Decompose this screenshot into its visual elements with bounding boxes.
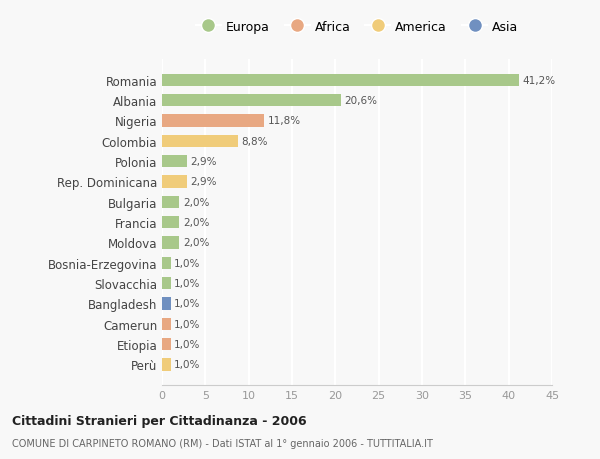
Text: 1,0%: 1,0% [174, 258, 200, 268]
Text: 1,0%: 1,0% [174, 339, 200, 349]
Bar [162, 95, 341, 107]
Text: 1,0%: 1,0% [174, 360, 200, 369]
Text: 1,0%: 1,0% [174, 319, 200, 329]
Bar [162, 156, 187, 168]
Bar [162, 318, 170, 330]
Text: 8,8%: 8,8% [242, 136, 268, 146]
Bar [162, 135, 238, 147]
Text: 1,0%: 1,0% [174, 299, 200, 309]
Bar [162, 338, 170, 351]
Text: 2,9%: 2,9% [191, 157, 217, 167]
Text: 2,9%: 2,9% [191, 177, 217, 187]
Bar [162, 358, 170, 371]
Legend: Europa, Africa, America, Asia: Europa, Africa, America, Asia [192, 17, 522, 38]
Text: COMUNE DI CARPINETO ROMANO (RM) - Dati ISTAT al 1° gennaio 2006 - TUTTITALIA.IT: COMUNE DI CARPINETO ROMANO (RM) - Dati I… [12, 438, 433, 448]
Text: 11,8%: 11,8% [268, 116, 301, 126]
Bar [162, 298, 170, 310]
Bar [162, 176, 187, 188]
Text: Cittadini Stranieri per Cittadinanza - 2006: Cittadini Stranieri per Cittadinanza - 2… [12, 414, 307, 428]
Text: 2,0%: 2,0% [183, 218, 209, 228]
Bar [162, 277, 170, 290]
Bar [162, 217, 179, 229]
Text: 2,0%: 2,0% [183, 238, 209, 248]
Text: 1,0%: 1,0% [174, 279, 200, 288]
Bar [162, 115, 264, 127]
Text: 20,6%: 20,6% [344, 96, 377, 106]
Bar [162, 257, 170, 269]
Text: 41,2%: 41,2% [523, 76, 556, 85]
Bar [162, 74, 519, 87]
Text: 2,0%: 2,0% [183, 197, 209, 207]
Bar [162, 237, 179, 249]
Bar [162, 196, 179, 208]
